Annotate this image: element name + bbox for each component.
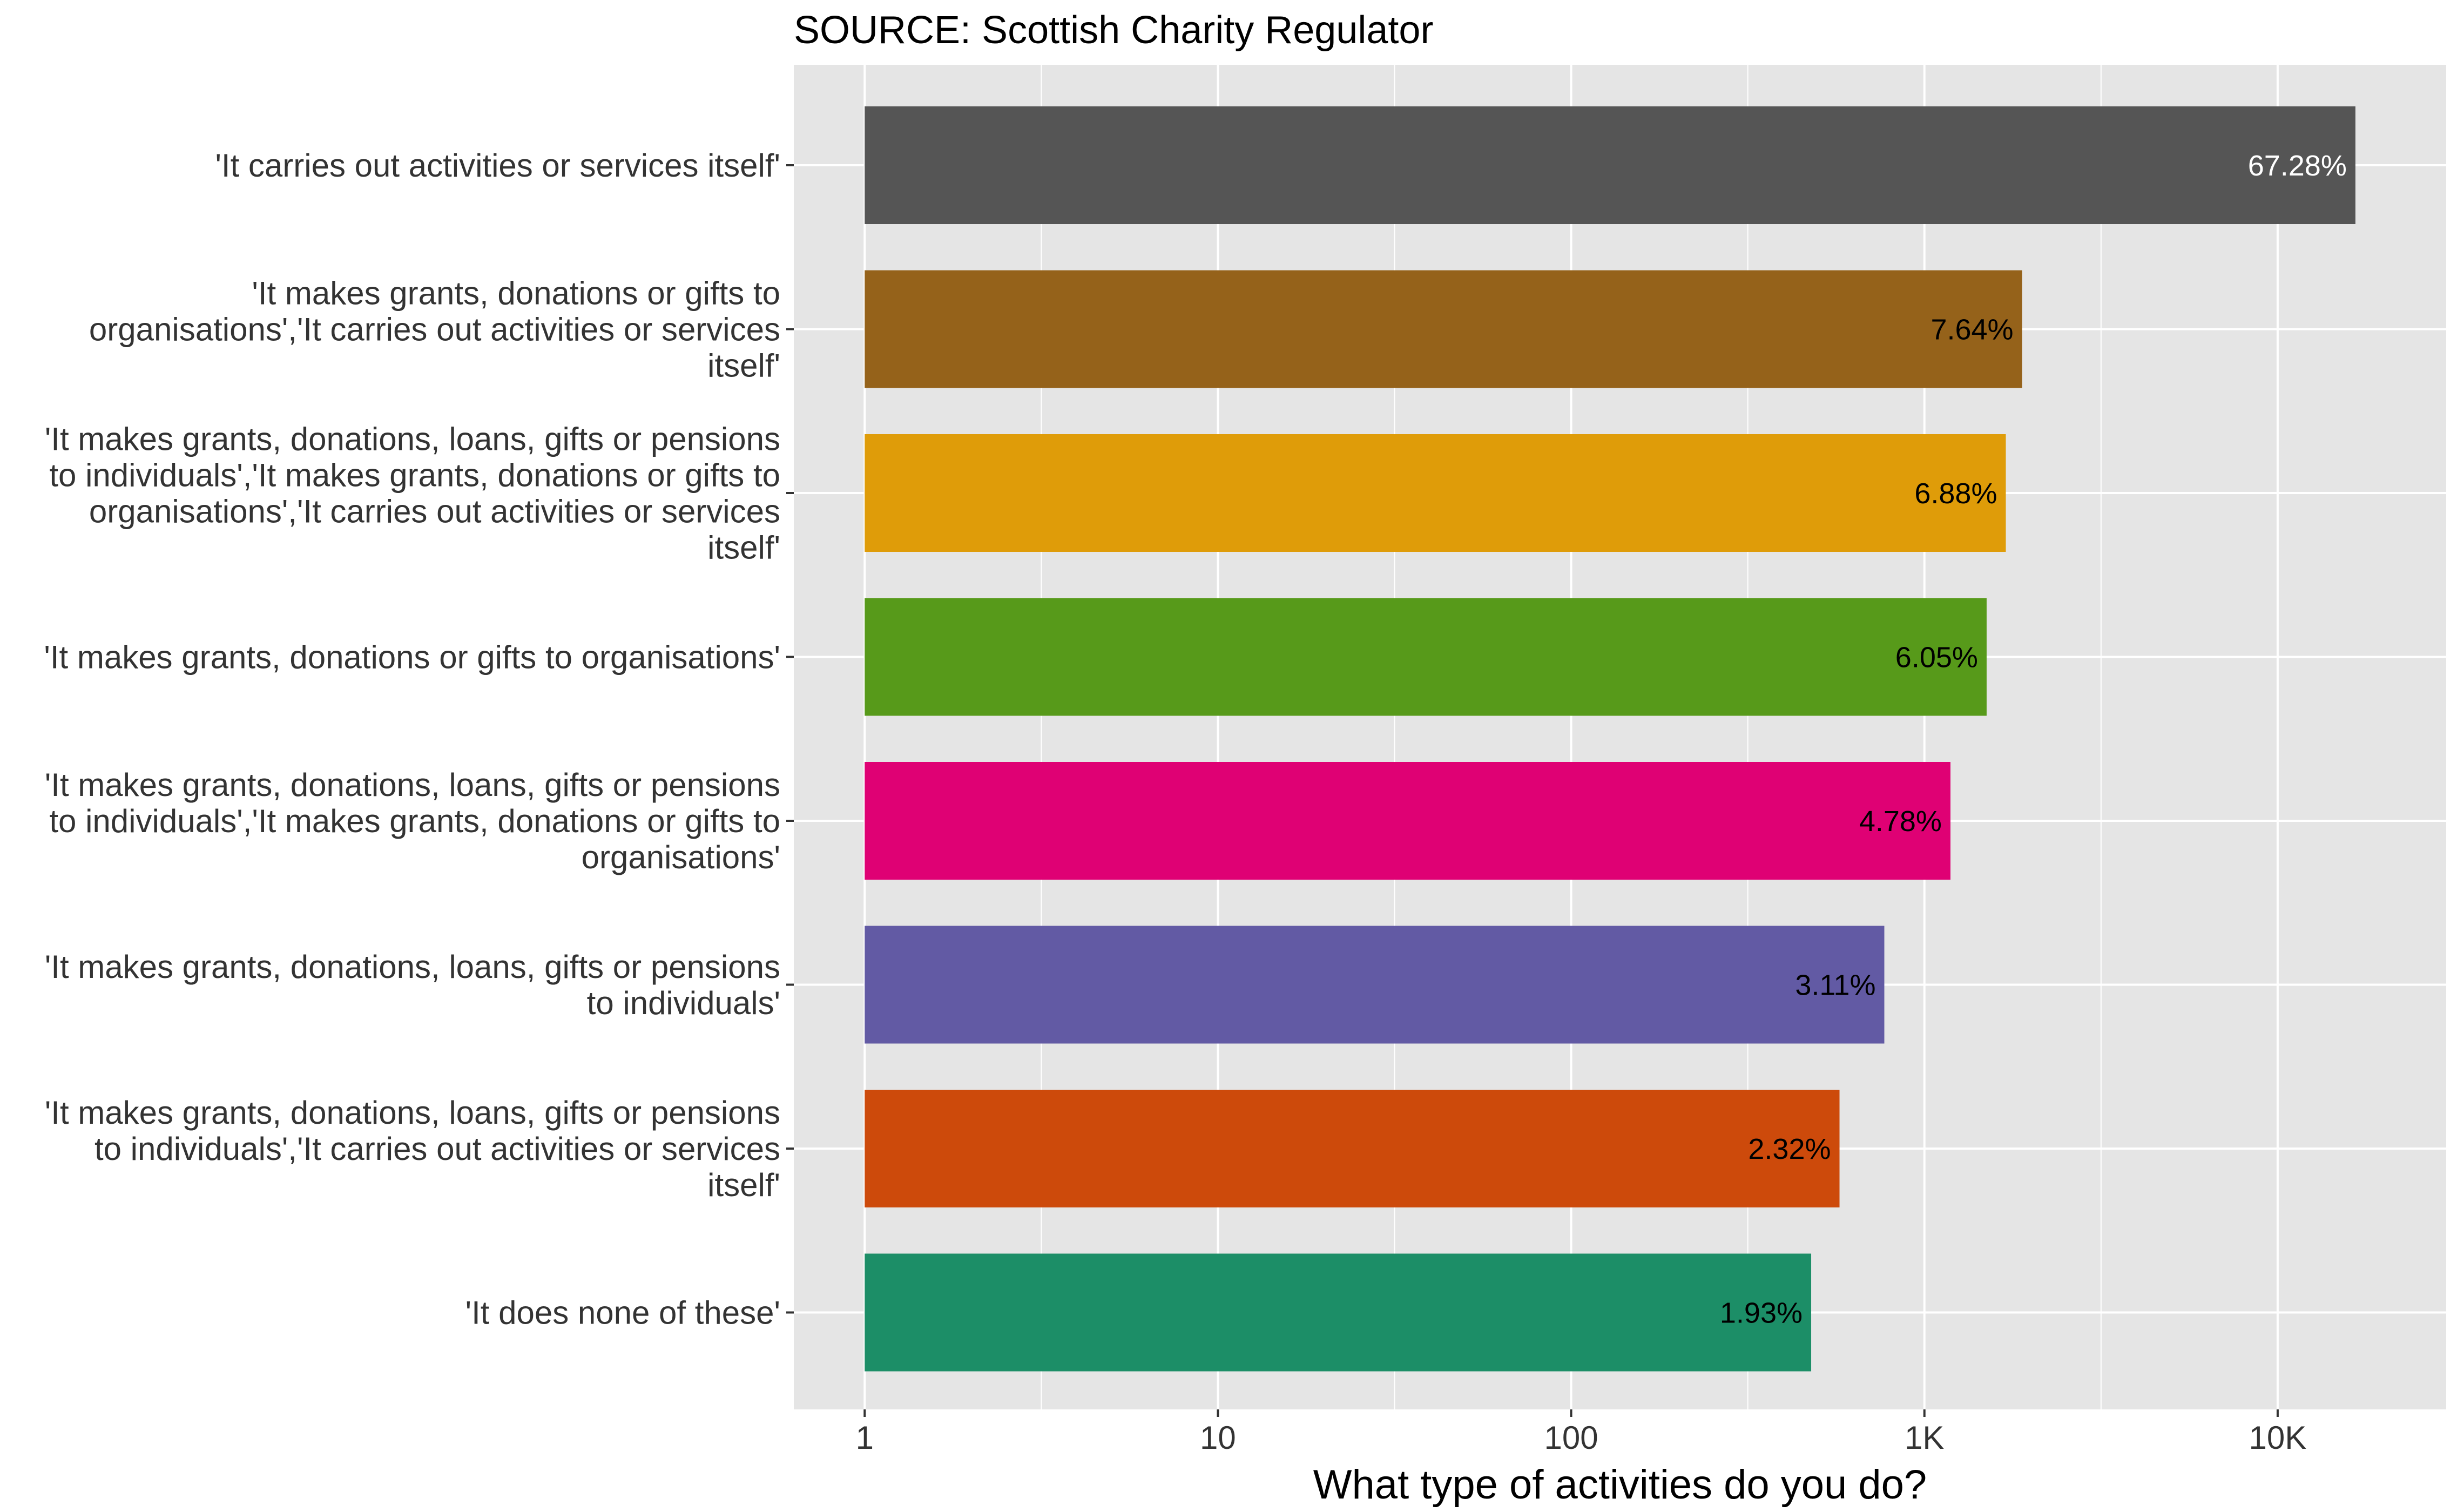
bar xyxy=(865,762,1950,880)
bar xyxy=(865,926,1885,1044)
data-label: 6.05% xyxy=(1895,642,1978,674)
x-tick-label: 1K xyxy=(1905,1420,1944,1456)
bar xyxy=(865,598,1987,716)
bar xyxy=(865,434,2006,552)
category-label: 'It makes grants, donations, loans, gift… xyxy=(45,767,780,875)
bar xyxy=(865,270,2022,388)
category-label: 'It makes grants, donations or gifts to … xyxy=(44,639,780,676)
data-label: 67.28% xyxy=(2248,150,2347,182)
x-axis-ticks: 1 10 100 1K 10K xyxy=(856,1409,2307,1456)
x-axis-label: What type of activities do you do? xyxy=(1313,1462,1927,1508)
category-label: 'It makes grants, donations, loans, gift… xyxy=(45,1095,780,1203)
category-label: 'It does none of these' xyxy=(465,1295,780,1331)
data-label: 6.88% xyxy=(1914,477,1997,510)
category-label: 'It makes grants, donations, loans, gift… xyxy=(45,949,780,1021)
data-label: 7.64% xyxy=(1931,314,2013,346)
category-label: 'It makes grants, donations or gifts to o… xyxy=(89,275,780,384)
chart-title: SOURCE: Scottish Charity Regulator xyxy=(794,9,1433,52)
category-labels: 'It carries out activities or services i… xyxy=(44,147,794,1331)
x-tick-label: 100 xyxy=(1544,1420,1598,1456)
x-tick-label: 10 xyxy=(1200,1420,1236,1456)
data-label: 2.32% xyxy=(1748,1133,1831,1165)
x-tick-label: 1 xyxy=(856,1420,874,1456)
bar xyxy=(865,106,2355,224)
bar xyxy=(865,1090,1840,1207)
bar xyxy=(865,1253,1812,1372)
data-label: 4.78% xyxy=(1859,805,1942,838)
x-tick-label: 10K xyxy=(2249,1420,2307,1456)
category-label: 'It makes grants, donations, loans, gift… xyxy=(45,421,780,566)
category-label: 'It carries out activities or services i… xyxy=(215,147,780,184)
bars-group: 67.28% 7.64% 6.88% 6.05% 4.78% 3.11% 2.32% 1.93… xyxy=(865,106,2355,1372)
data-label: 1.93% xyxy=(1720,1297,1803,1329)
data-label: 3.11% xyxy=(1795,969,1875,1002)
